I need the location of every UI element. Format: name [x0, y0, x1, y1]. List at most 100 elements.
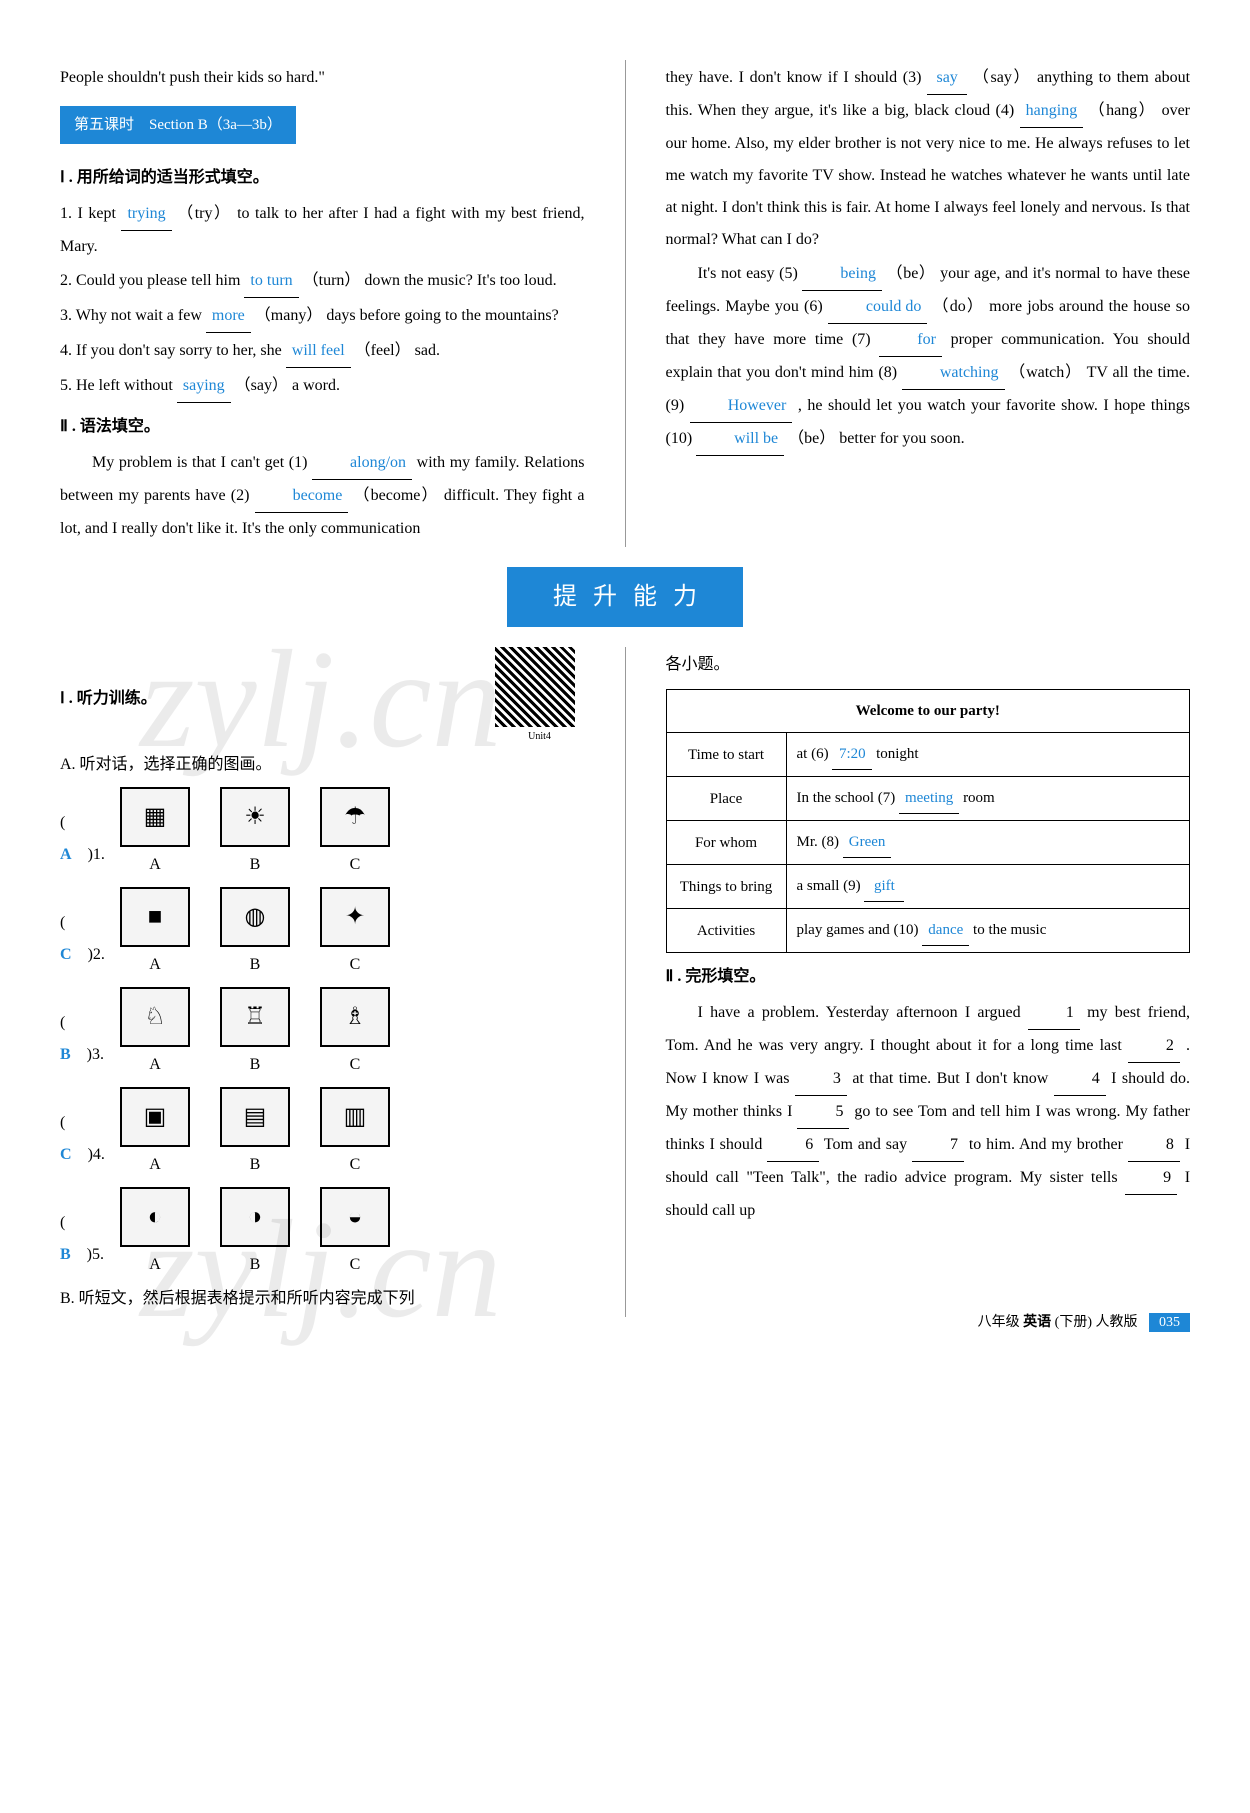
image-placeholder-icon: ♖	[220, 987, 290, 1047]
column-divider-2	[625, 647, 626, 1317]
q5-text-b: a word.	[292, 377, 340, 394]
row-label: ( A )1.	[60, 787, 120, 871]
image-cells: ▣A▤B▥C	[120, 1087, 585, 1181]
hint-4: （hang）	[1089, 102, 1156, 119]
answer-6: could do	[828, 291, 928, 324]
image-placeholder-icon: ▣	[120, 1087, 190, 1147]
q4-text-b: sad.	[415, 342, 440, 359]
q5-text-a: 5. He left without	[60, 377, 177, 394]
q2: 2. Could you please tell him to turn （tu…	[60, 265, 585, 298]
cloze-d: at that time. But I don't know	[852, 1070, 1053, 1087]
image-choice-cell: ◒C	[320, 1187, 390, 1281]
image-placeholder-icon: ♗	[320, 987, 390, 1047]
image-choice-cell: ☀B	[220, 787, 290, 881]
left-column-bottom: Ⅰ . 听力训练。 Unit4 A. 听对话，选择正确的图画。 ( A )1.▦…	[60, 647, 585, 1317]
cloze-blank-5: 5	[797, 1096, 849, 1129]
image-choice-row: ( B )3.♘A ♖B ♗C	[60, 987, 585, 1081]
q4-hint: （feel）	[355, 342, 411, 359]
image-placeholder-icon: ✦	[320, 887, 390, 947]
image-letter: C	[320, 1049, 390, 1081]
image-choice-cell: ▣A	[120, 1087, 190, 1181]
column-divider	[625, 60, 626, 547]
q2-text-a: 2. Could you please tell him	[60, 272, 244, 289]
image-cells: ♘A ♖B ♗C	[120, 987, 585, 1081]
image-placeholder-icon: ◍	[220, 887, 290, 947]
image-cells: ■A◍B✦C	[120, 887, 585, 981]
row-label: ( C )2.	[60, 887, 120, 971]
party-answer: dance	[922, 915, 969, 946]
row-answer: B	[60, 1246, 71, 1263]
party-answer: 7:20	[832, 739, 872, 770]
answer-10: will be	[696, 423, 784, 456]
row-answer: C	[60, 946, 72, 963]
image-letter: A	[120, 849, 190, 881]
image-choice-cell: ▤B	[220, 1087, 290, 1181]
party-row-label: For whom	[666, 821, 786, 865]
q2-text-b: down the music? It's too loud.	[364, 272, 556, 289]
pr-c: over our home. Also, my elder brother is…	[666, 102, 1191, 248]
q4-answer: will feel	[286, 335, 351, 368]
unit-label: Unit4	[495, 727, 585, 747]
party-row-value: Mr. (8) Green	[786, 821, 1190, 865]
q1-text-a: 1. I kept	[60, 205, 121, 222]
pr-a: they have. I don't know if I should (3)	[666, 69, 928, 86]
image-placeholder-icon: ◒	[320, 1187, 390, 1247]
image-choice-cell: ■A	[120, 887, 190, 981]
party-table-row: Activitiesplay games and (10) dance to t…	[666, 909, 1190, 953]
answer-7: for	[879, 324, 942, 357]
section-2-title: Ⅱ . 语法填空。	[60, 411, 585, 443]
footer-grade: 八年级	[978, 1315, 1020, 1330]
answer-9: However	[690, 390, 793, 423]
image-letter: A	[120, 1249, 190, 1281]
answer-5: being	[802, 258, 882, 291]
party-table-row: Time to startat (6) 7:20 tonight	[666, 733, 1190, 777]
row-label: ( B )3.	[60, 987, 120, 1071]
image-placeholder-icon: ☀	[220, 787, 290, 847]
party-row-value: a small (9) gift	[786, 865, 1190, 909]
image-letter: B	[220, 1049, 290, 1081]
q3-text-a: 3. Why not wait a few	[60, 307, 206, 324]
image-choice-cell: ♘A	[120, 987, 190, 1081]
party-answer: meeting	[899, 783, 959, 814]
row-label: ( B )5.	[60, 1187, 120, 1271]
image-placeholder-icon: ♘	[120, 987, 190, 1047]
cloze-title: Ⅱ . 完形填空。	[666, 961, 1191, 993]
q2-answer: to turn	[244, 265, 298, 298]
hint-8: （watch）	[1009, 364, 1082, 381]
cloze-a: I have a problem. Yesterday afternoon I …	[698, 1004, 1028, 1021]
top-columns: People shouldn't push their kids so hard…	[60, 60, 1190, 547]
footer-edition: 人教版	[1096, 1315, 1138, 1330]
party-row-label: Things to bring	[666, 865, 786, 909]
image-placeholder-icon: ▥	[320, 1087, 390, 1147]
q3-text-b: days before going to the mountains?	[326, 307, 558, 324]
image-choice-cell: ☂C	[320, 787, 390, 881]
listening-b-title: B. 听短文，然后根据表格提示和所听内容完成下列	[60, 1283, 585, 1315]
q4-text-a: 4. If you don't say sorry to her, she	[60, 342, 286, 359]
image-choice-cell: ◑B	[220, 1187, 290, 1281]
image-choice-row: ( A )1.▦A☀B☂C	[60, 787, 585, 881]
qr-code-icon	[495, 647, 575, 727]
q3-hint: （many）	[255, 307, 323, 324]
hint-3: （say）	[973, 69, 1031, 86]
image-letter: B	[220, 1149, 290, 1181]
bottom-columns: Ⅰ . 听力训练。 Unit4 A. 听对话，选择正确的图画。 ( A )1.▦…	[60, 647, 1190, 1317]
image-letter: C	[320, 1249, 390, 1281]
party-row-value: play games and (10) dance to the music	[786, 909, 1190, 953]
grammar-p2: It's not easy (5) being （be） your age, a…	[666, 258, 1191, 456]
listening-a-title: A. 听对话，选择正确的图画。	[60, 749, 585, 781]
page-number: 035	[1149, 1313, 1190, 1332]
q1-answer: trying	[121, 198, 171, 231]
hint-10: （be）	[788, 430, 835, 447]
q1: 1. I kept trying （try） to talk to her af…	[60, 198, 585, 263]
cloze-blank-2: 2	[1128, 1030, 1180, 1063]
right-column-bottom: 各小题。 Welcome to our party! Time to start…	[666, 647, 1191, 1317]
cloze-blank-4: 4	[1054, 1063, 1106, 1096]
cloze-h: to him. And my brother	[969, 1136, 1128, 1153]
party-answer: gift	[864, 871, 904, 902]
answer-8: watching	[902, 357, 1005, 390]
party-row-label: Activities	[666, 909, 786, 953]
q5-answer: saying	[177, 370, 231, 403]
row-answer: A	[60, 846, 72, 863]
row-label: ( C )4.	[60, 1087, 120, 1171]
footer-volume: (下册)	[1055, 1315, 1092, 1330]
